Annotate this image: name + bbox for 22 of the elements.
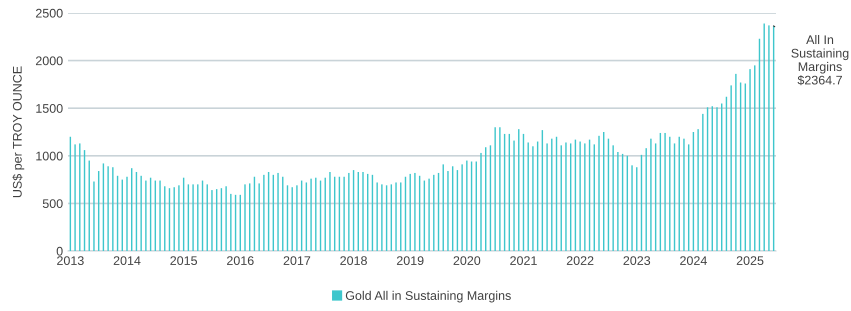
x-tick-label: 2015 — [170, 256, 198, 266]
x-tick-label: 2014 — [114, 256, 141, 266]
y-tick-label: 2500 — [36, 8, 63, 18]
x-tick-label: 2024 — [680, 256, 707, 266]
x-tick-label: 2016 — [227, 256, 254, 266]
y-tick-label: 0 — [56, 246, 63, 256]
x-tick-label: 2023 — [623, 256, 650, 266]
x-tick-label: 2017 — [284, 256, 310, 266]
x-tick-label: 2019 — [396, 256, 424, 266]
x-tick-label: 2025 — [736, 256, 764, 266]
y-tick-label: 1500 — [36, 104, 63, 113]
x-tick-label: 2013 — [57, 256, 84, 266]
x-tick-label: 2018 — [340, 256, 367, 266]
y-tick-label: 2000 — [36, 56, 63, 66]
x-tick-label: 2022 — [566, 256, 594, 266]
x-tick-label: 2021 — [510, 256, 537, 266]
y-tick-label: 1000 — [36, 152, 63, 160]
x-tick-label: 2020 — [454, 256, 480, 266]
y-axis-title: US$ per TROY OUNCE — [12, 66, 24, 198]
legend-label: Gold All in Sustaining Margins — [346, 290, 511, 302]
y-tick-label: 500 — [42, 199, 63, 208]
text: All In Sustaining Margins $2364.7 — [791, 34, 848, 86]
